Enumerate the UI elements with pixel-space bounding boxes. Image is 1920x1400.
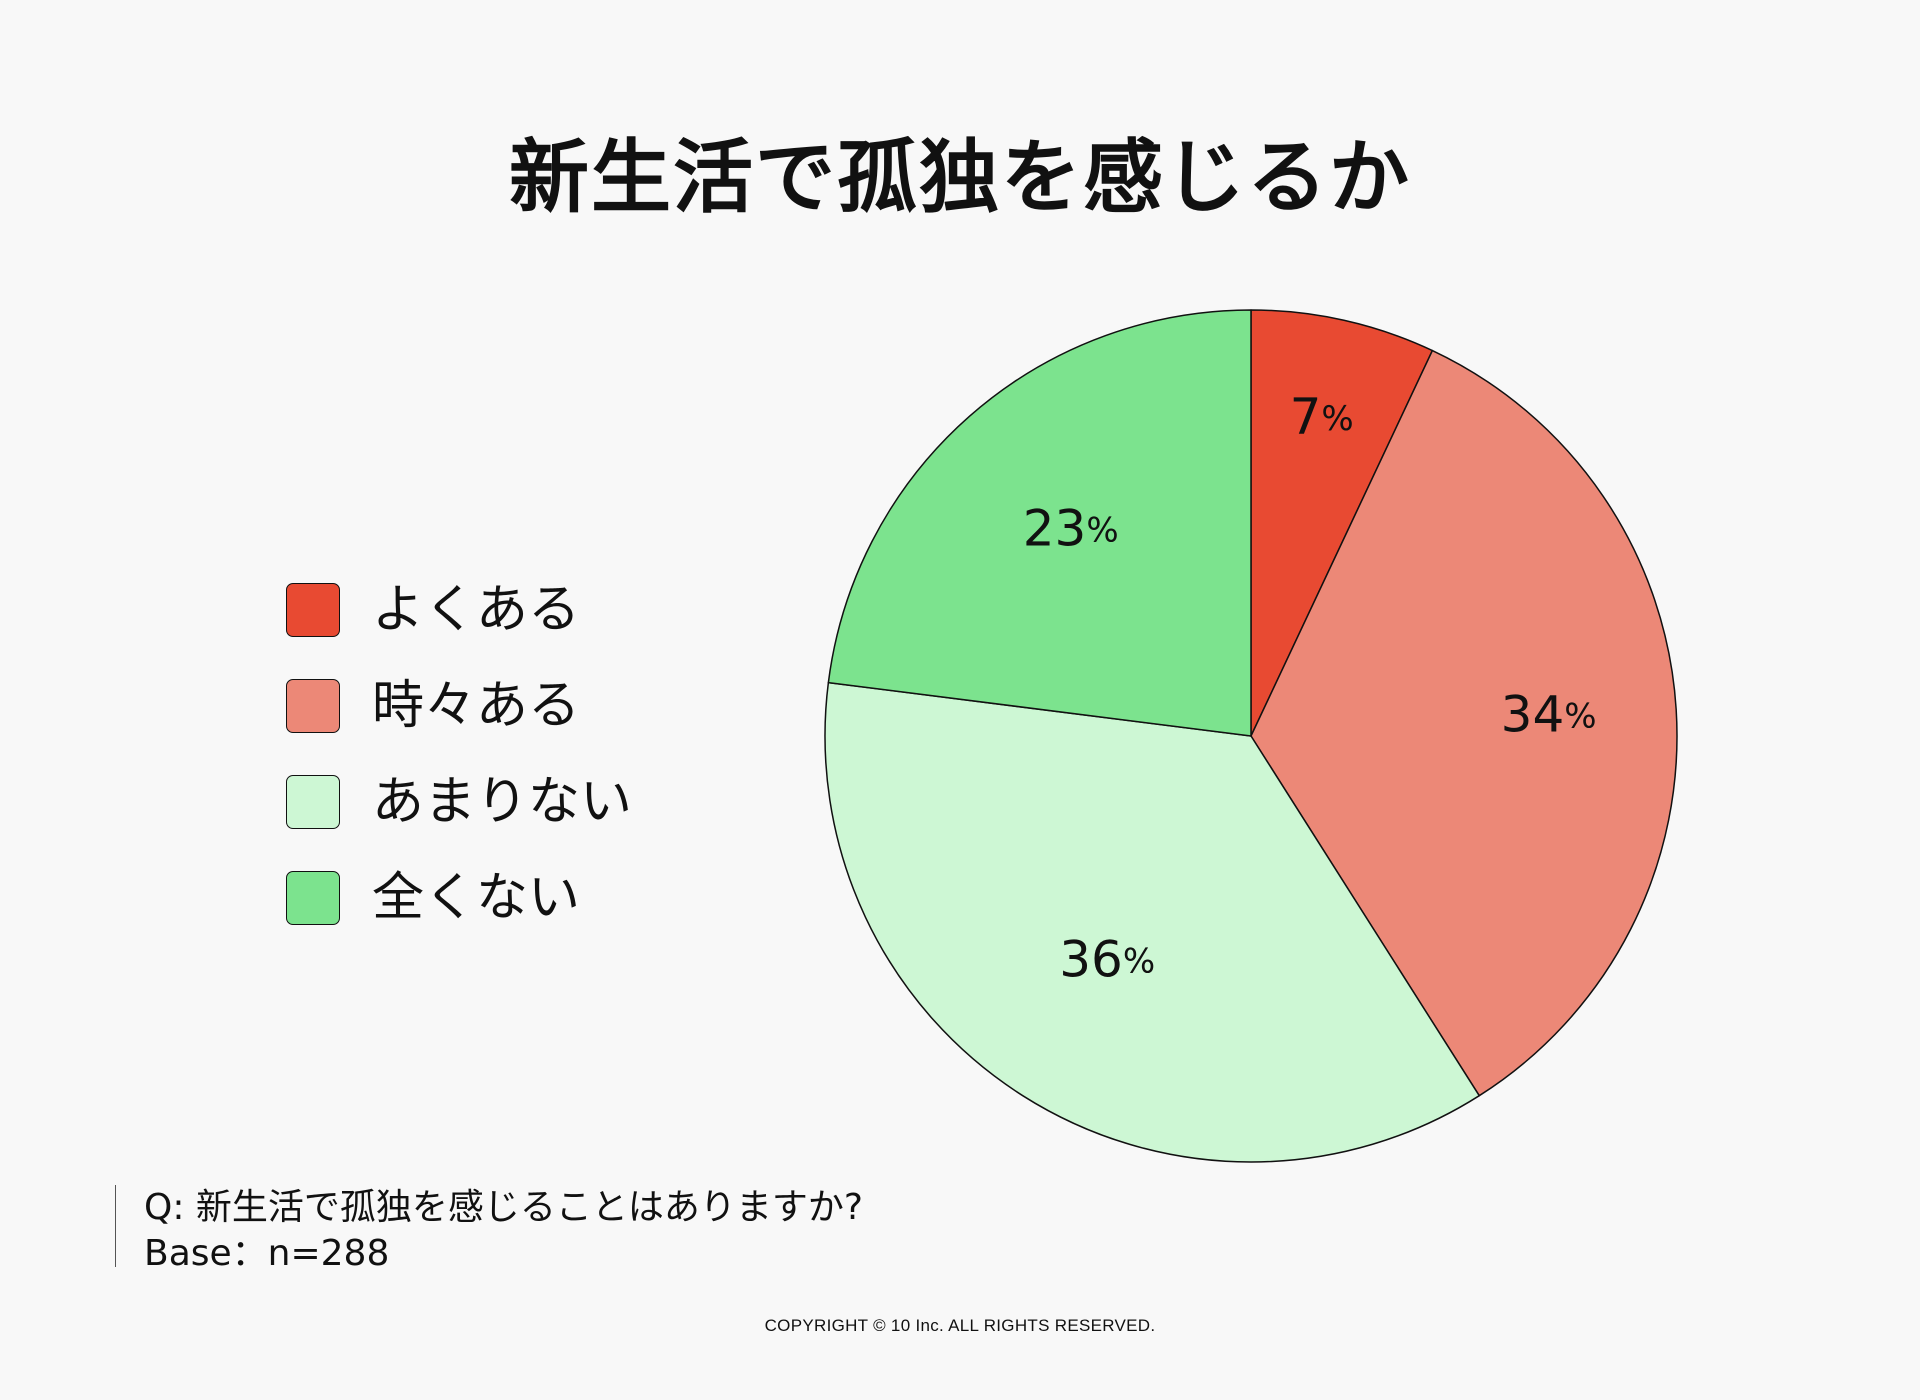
legend-label: よくある xyxy=(372,580,581,640)
legend-item-mattaku-nai: 全くない xyxy=(286,870,632,926)
legend-swatch xyxy=(286,775,340,829)
data-label: 34% xyxy=(1501,685,1597,743)
legend-label: 時々ある xyxy=(372,676,581,736)
legend-item-yoku-aru: よくある xyxy=(286,582,632,638)
copyright-footer: COPYRIGHT © 10 Inc. ALL RIGHTS RESERVED. xyxy=(764,1316,1156,1335)
legend-item-tokidoki-aru: 時々ある xyxy=(286,678,632,734)
survey-question: Q: 新生活で孤独を感じることはありますか? xyxy=(144,1187,864,1228)
survey-base: Base：n=288 xyxy=(144,1233,390,1274)
legend-label: 全くない xyxy=(372,868,581,928)
data-label: 23% xyxy=(1023,499,1119,557)
slice-mattaku-nai xyxy=(827,309,1252,737)
legend-swatch xyxy=(286,583,340,637)
slice-amari-nai xyxy=(824,681,1481,1163)
slice-tokidoki-aru xyxy=(1250,349,1678,1097)
legend-item-amari-nai: あまりない xyxy=(286,774,632,830)
legend-swatch xyxy=(286,871,340,925)
survey-note: Q: 新生活で孤独を感じることはありますか? Base：n=288 xyxy=(115,1185,864,1274)
legend-swatch xyxy=(286,679,340,733)
data-label: 36% xyxy=(1059,930,1155,988)
chart-title: 新生活で孤独を感じるか xyxy=(509,131,1411,224)
legend-label: あまりない xyxy=(372,772,633,832)
legend: よくある 時々ある あまりない 全くない xyxy=(286,582,632,966)
slice-yoku-aru xyxy=(1250,309,1434,737)
data-label: 7% xyxy=(1290,388,1354,446)
